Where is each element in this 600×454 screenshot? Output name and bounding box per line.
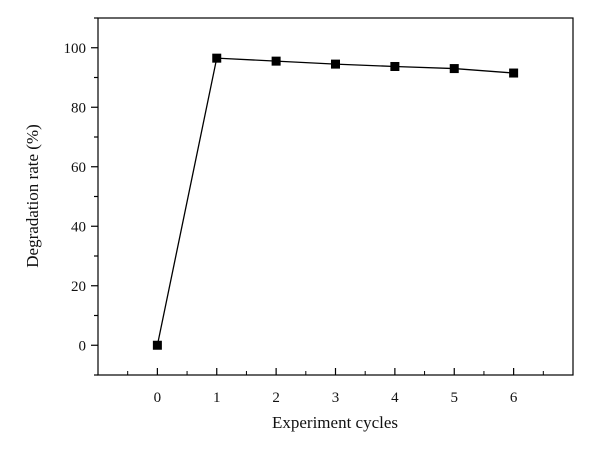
data-point-marker [390, 61, 400, 71]
data-point-marker [509, 68, 519, 78]
data-point-marker [212, 53, 222, 63]
y-tick-label: 40 [71, 219, 86, 235]
data-point-marker [271, 56, 281, 66]
y-tick-label: 80 [71, 100, 86, 116]
x-tick-label: 0 [154, 390, 162, 406]
y-tick-label: 0 [79, 338, 87, 354]
data-point-marker [449, 64, 459, 74]
series-line [156, 57, 514, 346]
x-tick-label: 1 [213, 390, 221, 406]
y-axis-ticks: 0 20 40 60 80 100 [64, 17, 98, 376]
x-axis-ticks: 0 1 2 3 4 5 6 [127, 368, 544, 406]
x-tick-label: 3 [332, 390, 340, 406]
x-axis-title: Experiment cycles [272, 413, 398, 432]
y-tick-label: 100 [64, 41, 87, 57]
data-point-marker [331, 59, 340, 69]
series-layer [152, 53, 519, 350]
y-axis-title: Degradation rate (%) [23, 124, 42, 267]
x-tick-label: 2 [272, 390, 280, 406]
x-tick-label: 6 [510, 390, 518, 406]
x-tick-label: 4 [391, 390, 399, 406]
data-point-marker [152, 340, 162, 350]
x-tick-label: 5 [451, 390, 459, 406]
y-tick-label: 60 [71, 160, 86, 176]
y-tick-label: 20 [71, 279, 86, 295]
